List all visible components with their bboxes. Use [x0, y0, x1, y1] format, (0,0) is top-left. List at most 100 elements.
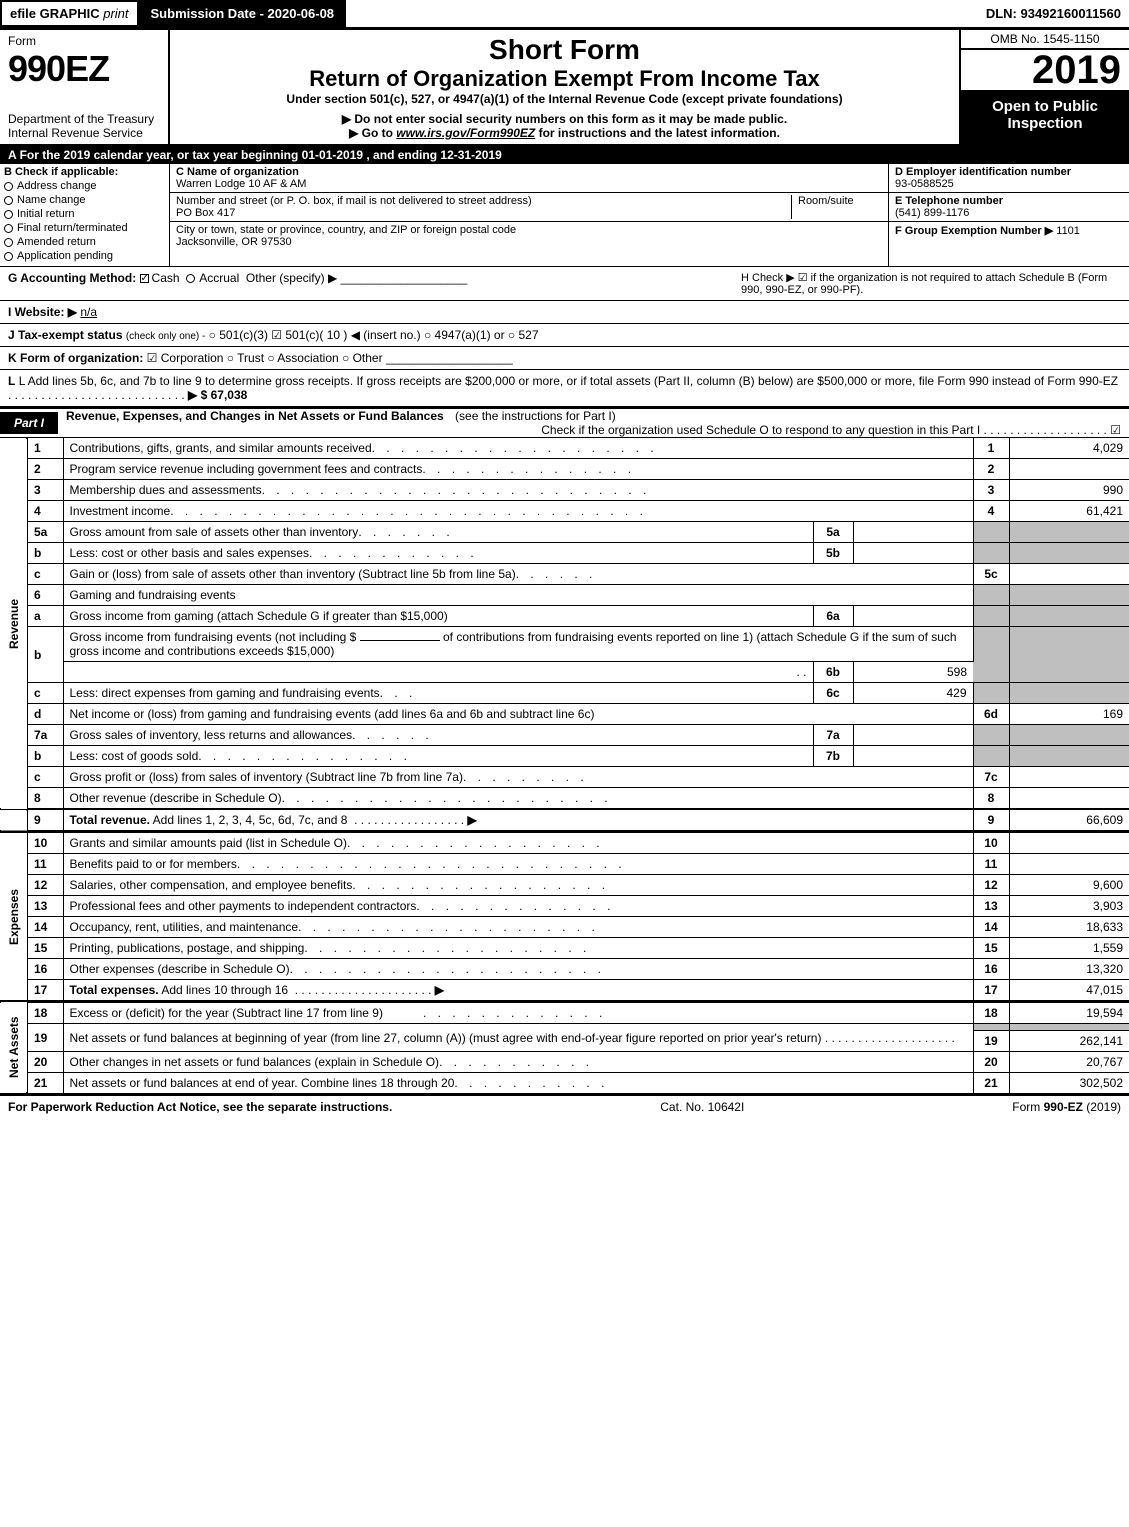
line-num: 1 — [27, 438, 63, 459]
row-i-website: I Website: ▶ n/a — [0, 301, 1129, 324]
table-row: 19 Net assets or fund balances at beginn… — [0, 1024, 1129, 1031]
header-center: Short Form Return of Organization Exempt… — [170, 30, 959, 144]
info-grid: B Check if applicable: Address change Na… — [0, 164, 1129, 267]
side-expenses: Expenses — [0, 832, 27, 1002]
paperwork-notice: For Paperwork Reduction Act Notice, see … — [8, 1100, 392, 1114]
check-application-pending[interactable]: Application pending — [4, 250, 165, 262]
header-right: OMB No. 1545-1150 2019 Open to Public In… — [959, 30, 1129, 144]
org-city: Jacksonville, OR 97530 — [176, 236, 292, 248]
table-row: 2 Program service revenue including gove… — [0, 459, 1129, 480]
part1-checknote: Check if the organization used Schedule … — [541, 423, 980, 437]
check-amended-return[interactable]: Amended return — [4, 236, 165, 248]
line-amount: 4,029 — [1009, 438, 1129, 459]
table-row: 20 Other changes in net assets or fund b… — [0, 1052, 1129, 1073]
col-b-applicable: B Check if applicable: Address change Na… — [0, 164, 170, 266]
table-row: Net Assets 18 Excess or (deficit) for th… — [0, 1002, 1129, 1024]
g-cash: Cash — [152, 271, 180, 285]
table-row: c Less: direct expenses from gaming and … — [0, 683, 1129, 704]
table-row: 14 Occupancy, rent, utilities, and maint… — [0, 917, 1129, 938]
row-j-taxexempt: J Tax-exempt status (check only one) - ○… — [0, 324, 1129, 347]
table-row: b Less: cost or other basis and sales ex… — [0, 543, 1129, 564]
check-final-return[interactable]: Final return/terminated — [4, 222, 165, 234]
table-row: b Gross income from fundraising events (… — [0, 627, 1129, 662]
line-ref: 1 — [973, 438, 1009, 459]
col-d-ein: D Employer identification number 93-0588… — [889, 164, 1129, 266]
table-row: d Net income or (loss) from gaming and f… — [0, 704, 1129, 725]
cat-no: Cat. No. 10642I — [660, 1100, 744, 1114]
check-accrual-icon[interactable] — [186, 274, 195, 283]
check-address-change[interactable]: Address change — [4, 180, 165, 192]
g-other: Other (specify) ▶ — [246, 271, 337, 285]
j-label: J Tax-exempt status — [8, 328, 123, 342]
efile-badge: efile GRAPHIC print — [0, 0, 139, 27]
tax-year: 2019 — [961, 50, 1129, 92]
dln: DLN: 93492160011560 — [978, 2, 1129, 25]
table-row: 11 Benefits paid to or for members. . . … — [0, 854, 1129, 875]
table-row: 13 Professional fees and other payments … — [0, 896, 1129, 917]
j-note: (check only one) - — [126, 331, 205, 342]
table-row: 7a Gross sales of inventory, less return… — [0, 725, 1129, 746]
table-row: . . 6b 598 — [0, 662, 1129, 683]
table-row: 3 Membership dues and assessments. . . .… — [0, 480, 1129, 501]
public-note: ▶ Do not enter social security numbers o… — [180, 112, 949, 126]
table-row: Expenses 10 Grants and similar amounts p… — [0, 832, 1129, 854]
table-row: a Gross income from gaming (attach Sched… — [0, 606, 1129, 627]
goto-link[interactable]: ▶ Go to www.irs.gov/Form990EZ for instru… — [180, 126, 949, 140]
goto-url[interactable]: www.irs.gov/Form990EZ — [396, 126, 535, 140]
side-netassets: Net Assets — [0, 1002, 27, 1094]
table-row: c Gain or (loss) from sale of assets oth… — [0, 564, 1129, 585]
c-city-label: City or town, state or province, country… — [176, 224, 516, 236]
row-g-h: G Accounting Method: Cash Accrual Other … — [0, 267, 1129, 301]
g-accrual: Accrual — [199, 271, 239, 285]
subsection-note: Under section 501(c), 527, or 4947(a)(1)… — [180, 92, 949, 106]
open-to-public: Open to Public Inspection — [961, 92, 1129, 144]
efile-graphic: GRAPHIC — [40, 6, 100, 21]
phone-value: (541) 899-1176 — [895, 207, 969, 219]
k-label: K Form of organization: — [8, 351, 143, 365]
part1-checkbox[interactable]: ☑ — [1110, 423, 1121, 437]
side-revenue: Revenue — [0, 438, 27, 809]
c-addr-label: Number and street (or P. O. box, if mail… — [176, 195, 532, 207]
form-number: 990EZ — [8, 48, 160, 90]
check-cash-icon[interactable] — [140, 274, 149, 283]
irs-label: Internal Revenue Service — [8, 126, 160, 140]
org-address: PO Box 417 — [176, 207, 235, 219]
table-row: 12 Salaries, other compensation, and emp… — [0, 875, 1129, 896]
line-a-text: For the 2019 calendar year, or tax year … — [20, 148, 502, 162]
header-left: Form 990EZ Department of the Treasury In… — [0, 30, 170, 144]
room-label: Room/suite — [798, 195, 854, 207]
ein-label: D Employer identification number — [895, 166, 1071, 178]
part1-title: Revenue, Expenses, and Changes in Net As… — [58, 407, 452, 425]
table-row: 5a Gross amount from sale of assets othe… — [0, 522, 1129, 543]
org-name: Warren Lodge 10 AF & AM — [176, 178, 306, 190]
omb-number: OMB No. 1545-1150 — [961, 30, 1129, 50]
l-text: L Add lines 5b, 6c, and 7b to line 9 to … — [19, 374, 1118, 388]
submission-date: Submission Date - 2020-06-08 — [139, 0, 347, 27]
page-footer: For Paperwork Reduction Act Notice, see … — [0, 1094, 1129, 1118]
table-row: Revenue 1 Contributions, gifts, grants, … — [0, 438, 1129, 459]
website-value: n/a — [80, 305, 97, 319]
table-row: c Gross profit or (loss) from sales of i… — [0, 767, 1129, 788]
phone-label: E Telephone number — [895, 195, 1003, 207]
short-form-title: Short Form — [180, 34, 949, 66]
col-c-org: C Name of organization Warren Lodge 10 A… — [170, 164, 889, 266]
row-l-grossreceipts: L L Add lines 5b, 6c, and 7b to line 9 t… — [0, 370, 1129, 407]
table-row: 6 Gaming and fundraising events — [0, 585, 1129, 606]
top-bar: efile GRAPHIC print Submission Date - 20… — [0, 0, 1129, 30]
table-row: 16 Other expenses (describe in Schedule … — [0, 959, 1129, 980]
table-row: 21 Net assets or fund balances at end of… — [0, 1073, 1129, 1094]
g-label: G Accounting Method: — [8, 271, 136, 285]
table-row: 4 Investment income. . . . . . . . . . .… — [0, 501, 1129, 522]
efile-prefix: efile — [10, 6, 36, 21]
check-initial-return[interactable]: Initial return — [4, 208, 165, 220]
check-name-change[interactable]: Name change — [4, 194, 165, 206]
ein-value: 93-0588525 — [895, 178, 954, 190]
k-opts: ☑ Corporation ○ Trust ○ Association ○ Ot… — [147, 351, 383, 365]
l-amount: ▶ $ 67,038 — [188, 388, 247, 402]
j-opts: ○ 501(c)(3) ☑ 501(c)( 10 ) ◀ (insert no.… — [209, 328, 539, 342]
group-value: 1101 — [1056, 225, 1080, 237]
group-label: F Group Exemption Number ▶ — [895, 225, 1053, 237]
table-row: b Less: cost of goods sold. . . . . . . … — [0, 746, 1129, 767]
form-label: Form — [8, 34, 160, 48]
efile-print[interactable]: print — [103, 6, 128, 21]
